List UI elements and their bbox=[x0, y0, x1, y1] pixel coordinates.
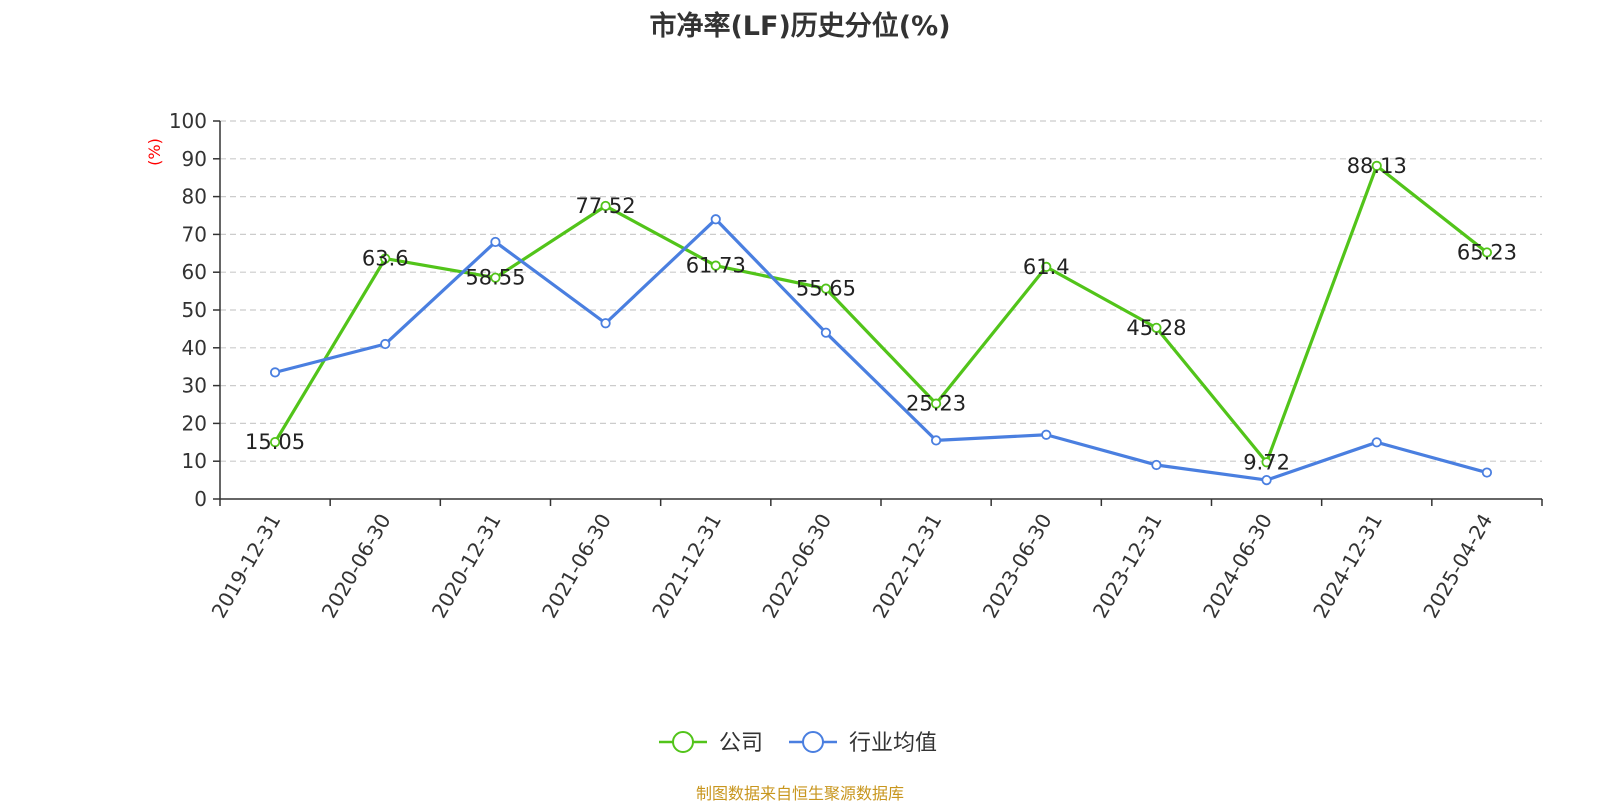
data-point-0 bbox=[600, 200, 611, 212]
x-tick-label: 2022-12-31 bbox=[868, 510, 947, 623]
y-tick-label: 20 bbox=[182, 411, 207, 435]
x-tick-label: 2025-04-24 bbox=[1418, 510, 1497, 623]
y-tick-label: 40 bbox=[182, 336, 207, 360]
data-point-0 bbox=[1151, 322, 1162, 333]
data-label: 61.73 bbox=[686, 254, 746, 278]
x-tick-label: 2022-06-30 bbox=[757, 510, 836, 623]
y-tick-label: 70 bbox=[182, 222, 207, 246]
data-point-1 bbox=[710, 214, 721, 225]
data-point-1 bbox=[1261, 474, 1272, 486]
x-tick-label: 2020-12-31 bbox=[427, 510, 506, 623]
axes: 0 10 20 30 40 50 60 70 80 90 100 2019-12-31 2020-06-… bbox=[169, 109, 1543, 623]
data-label: 63.6 bbox=[362, 247, 409, 271]
x-tick-label: 2024-12-31 bbox=[1308, 510, 1387, 623]
y-tick-label: 90 bbox=[182, 147, 207, 171]
chart-title: 市净率(LF)历史分位(%) bbox=[649, 11, 951, 42]
x-tick-label: 2023-06-30 bbox=[978, 510, 1057, 623]
source-note: 制图数据来自恒生聚源数据库 bbox=[695, 784, 904, 803]
y-tick-label: 60 bbox=[182, 260, 207, 284]
x-tick-label: 2020-06-30 bbox=[317, 510, 396, 623]
data-point-1 bbox=[1151, 459, 1162, 471]
y-axis-unit: (%) bbox=[145, 138, 164, 166]
data-point-0 bbox=[1041, 261, 1052, 273]
y-tick-label: 100 bbox=[169, 109, 207, 133]
data-label: 15.05 bbox=[245, 430, 305, 454]
y-tick-label: 30 bbox=[182, 374, 207, 398]
data-point-1 bbox=[1041, 429, 1052, 440]
data-label: 9.72 bbox=[1243, 450, 1290, 474]
data-label: 55.65 bbox=[796, 277, 856, 301]
legend-marker bbox=[802, 731, 824, 753]
y-tick-label: 80 bbox=[182, 185, 207, 209]
data-point-1 bbox=[820, 327, 832, 338]
data-label: 58.55 bbox=[465, 266, 525, 290]
data-point-1 bbox=[490, 236, 501, 248]
x-tick-label: 2021-06-30 bbox=[537, 510, 616, 623]
legend-marker bbox=[672, 731, 694, 753]
x-tick-label: 2021-12-31 bbox=[647, 510, 726, 623]
x-tick-label: 2023-12-31 bbox=[1088, 510, 1167, 623]
data-label: 61.4 bbox=[1023, 255, 1070, 279]
data-point-0 bbox=[1481, 247, 1493, 258]
data-point-0 bbox=[710, 260, 721, 271]
data-point-0 bbox=[490, 272, 501, 283]
data-point-1 bbox=[930, 435, 942, 446]
data-point-0 bbox=[1371, 160, 1382, 171]
data-point-1 bbox=[269, 367, 281, 378]
grid-lines bbox=[220, 120, 1542, 462]
x-tick-label: 2024-06-30 bbox=[1198, 510, 1277, 623]
x-tick-label: 2019-12-31 bbox=[207, 510, 286, 623]
data-point-0 bbox=[1261, 457, 1272, 468]
data-label: 45.28 bbox=[1126, 316, 1186, 340]
data-point-0 bbox=[820, 283, 832, 294]
data-label: 77.52 bbox=[576, 194, 636, 218]
legend: 公司 行业均值 bbox=[659, 731, 937, 756]
y-tick-label: 50 bbox=[182, 298, 207, 322]
series-line-0 bbox=[273, 164, 1488, 464]
data-label: 25.23 bbox=[906, 392, 966, 416]
legend-label: 行业均值 bbox=[849, 731, 937, 756]
y-tick-label: 10 bbox=[182, 449, 207, 473]
data-point-0 bbox=[930, 398, 942, 409]
data-point-1 bbox=[600, 318, 611, 329]
data-point-1 bbox=[380, 338, 391, 350]
data-point-0 bbox=[269, 437, 281, 448]
y-tick-label: 0 bbox=[194, 487, 207, 511]
series bbox=[269, 160, 1493, 486]
data-point-1 bbox=[1481, 467, 1493, 478]
data-label: 88.13 bbox=[1347, 154, 1407, 178]
data-point-0 bbox=[380, 253, 391, 264]
data-point-1 bbox=[1371, 437, 1382, 448]
series-line-1 bbox=[274, 217, 1488, 482]
legend-label: 公司 bbox=[719, 731, 763, 756]
data-labels: 15.05 63.6 58.55 77.52 61.73 55.65 25.23 61.4 45… bbox=[245, 154, 1517, 474]
data-label: 65.23 bbox=[1457, 240, 1517, 264]
